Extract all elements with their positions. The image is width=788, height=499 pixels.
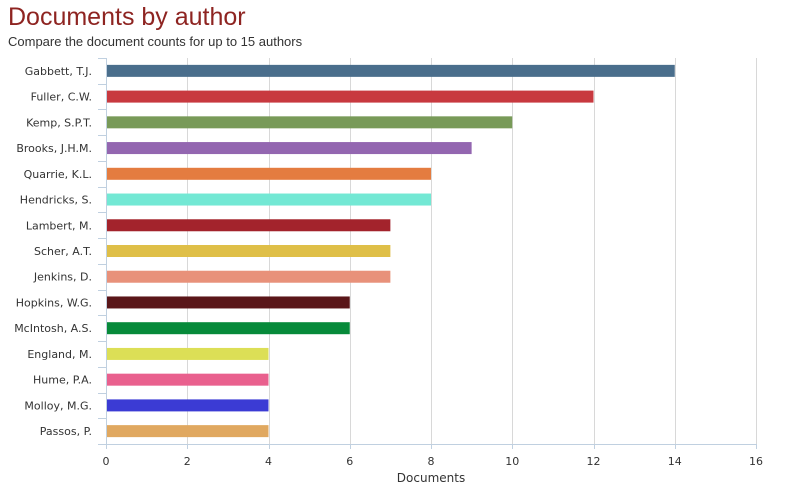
x-tick-label: 8 (428, 455, 435, 468)
bar[interactable] (107, 116, 513, 129)
x-axis-title: Documents (397, 471, 465, 485)
y-tick-label: Hume, P.A. (33, 374, 92, 387)
bar[interactable] (107, 219, 391, 232)
y-tick-label: England, M. (27, 348, 92, 361)
y-tick-label: Hopkins, W.G. (16, 296, 92, 309)
x-tick-label: 6 (346, 455, 353, 468)
bar[interactable] (107, 425, 269, 438)
bar[interactable] (107, 142, 472, 155)
bars (107, 64, 675, 438)
bar[interactable] (107, 373, 269, 386)
bar[interactable] (107, 193, 431, 206)
bar[interactable] (107, 245, 391, 257)
x-tick-label: 12 (587, 455, 601, 468)
x-tick-label: 2 (184, 455, 191, 468)
axes (98, 58, 757, 449)
y-tick-label: Lambert, M. (26, 219, 92, 232)
y-tick-label: Fuller, C.W. (31, 91, 92, 104)
y-tick-label: Jenkins, D. (33, 271, 92, 284)
x-tick-label: 0 (103, 455, 110, 468)
bar[interactable] (107, 322, 350, 335)
bar[interactable] (107, 270, 391, 283)
bar[interactable] (107, 399, 269, 412)
y-tick-label: Passos, P. (40, 425, 92, 438)
bar[interactable] (107, 64, 675, 77)
x-tick-label: 4 (265, 455, 272, 468)
page-subtitle: Compare the document counts for up to 15… (8, 34, 303, 49)
bar[interactable] (107, 347, 269, 360)
y-tick-label: Brooks, J.H.M. (16, 142, 92, 155)
bar[interactable] (107, 167, 431, 180)
y-tick-label: Quarrie, K.L. (24, 168, 92, 181)
x-tick-label: 10 (505, 455, 519, 468)
y-tick-label: Kemp, S.P.T. (26, 116, 92, 129)
page-title: Documents by author (8, 3, 246, 31)
y-tick-label: McIntosh, A.S. (14, 322, 92, 335)
tick-labels: 0 2 4 6 8 10 12 14 16 Gabbett, T.J. Fuller, C.W. Ke… (14, 65, 763, 468)
y-tick-label: Hendricks, S. (20, 194, 92, 207)
y-tick-label: Gabbett, T.J. (25, 65, 92, 78)
y-tick-label: Molloy, M.G. (24, 399, 92, 412)
bar[interactable] (107, 90, 594, 103)
x-tick-label: 14 (668, 455, 682, 468)
y-tick-label: Scher, A.T. (34, 245, 92, 258)
bar[interactable] (107, 296, 350, 309)
x-tick-label: 16 (749, 455, 763, 468)
